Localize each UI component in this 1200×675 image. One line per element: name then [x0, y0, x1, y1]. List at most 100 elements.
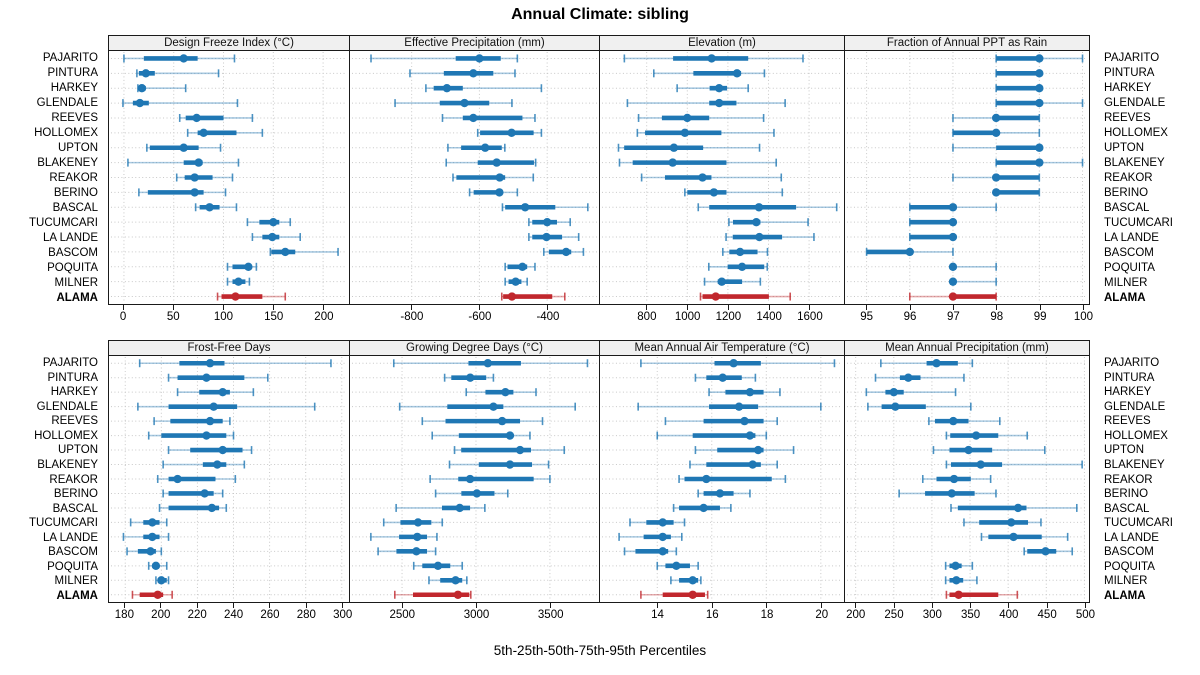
median-dot	[1035, 143, 1044, 152]
axis-tick	[855, 603, 857, 608]
panel-plot-svg	[351, 356, 598, 602]
median-dot	[542, 217, 552, 227]
percentile-row	[122, 98, 239, 108]
axis-tick-label: 20	[815, 609, 829, 621]
axis-tick	[1082, 305, 1084, 310]
percentile-row	[269, 247, 339, 257]
axis-tick	[646, 305, 648, 310]
percentile-row	[136, 69, 220, 78]
panel-header: Mean Annual Precipitation (mm)	[845, 340, 1090, 356]
percentile-row	[928, 416, 1001, 426]
station-label: BERINO	[53, 186, 98, 199]
station-label: BLAKENEY	[1104, 458, 1165, 471]
median-dot	[732, 69, 742, 78]
axis-tick	[727, 305, 729, 310]
axis-tick	[479, 305, 481, 310]
axis-tick	[269, 603, 271, 608]
percentile-row	[952, 128, 1041, 138]
median-dot	[904, 373, 913, 382]
percentile-row	[1023, 547, 1074, 556]
station-label: BASCAL	[52, 502, 98, 515]
percentile-row	[468, 188, 519, 197]
axis-tick	[909, 305, 911, 310]
panel-plot	[350, 356, 600, 603]
percentile-row	[995, 69, 1044, 78]
station-label: ALAMA	[56, 291, 98, 304]
median-dot	[658, 547, 667, 556]
percentile-row	[395, 503, 486, 513]
axis-tick	[233, 603, 235, 608]
percentile-row	[146, 143, 222, 152]
axis-tick-label: 98	[990, 311, 1004, 323]
median-dot	[991, 173, 1001, 182]
station-label: LA LANDE	[1104, 531, 1159, 544]
percentile-row	[722, 247, 769, 257]
axis-tick-label: 800	[637, 311, 657, 323]
median-dot	[658, 518, 667, 527]
median-dot	[947, 489, 956, 498]
axis-tick-label: 100	[213, 311, 234, 323]
axis-tick-label: 1200	[715, 311, 742, 323]
median-dot	[735, 247, 745, 257]
median-dot	[151, 561, 161, 571]
axis-tick	[1084, 603, 1086, 608]
station-label: BERINO	[1104, 186, 1149, 199]
percentile-row	[147, 431, 235, 440]
station-label: GLENDALE	[1104, 400, 1166, 413]
panel-fraction-of-annual-ppt-as-rain: Fraction of Annual PPT as Rain 95 96 97 98 99…	[845, 35, 1093, 331]
station-label: LA LANDE	[1104, 231, 1159, 244]
median-dot	[209, 402, 218, 411]
percentile-row	[948, 277, 997, 286]
station-label: HARKEY	[1104, 82, 1152, 95]
median-dot	[1035, 69, 1044, 78]
station-label: PAJARITO	[42, 52, 98, 65]
percentile-row	[370, 54, 519, 63]
percentile-row	[945, 460, 1083, 469]
panel-plot-svg	[846, 51, 1088, 304]
percentile-row	[623, 54, 804, 63]
station-label: BASCAL	[52, 201, 98, 214]
median-dot	[137, 84, 147, 93]
percentile-row	[952, 173, 1041, 182]
percentile-row	[945, 431, 1029, 440]
station-label: BLAKENEY	[37, 458, 98, 471]
percentile-row	[626, 98, 786, 108]
percentile-row	[131, 590, 173, 599]
percentile-row	[995, 84, 1044, 93]
percentile-row	[412, 561, 464, 571]
median-dot	[669, 143, 679, 152]
station-label: BERINO	[1104, 488, 1149, 501]
median-dot	[492, 158, 501, 167]
station-label: HARKEY	[50, 386, 98, 399]
median-dot	[469, 69, 478, 78]
station-label: LA LANDE	[43, 531, 98, 544]
median-dot	[495, 173, 504, 182]
median-dot	[949, 416, 958, 426]
axis-tick	[656, 603, 658, 608]
station-label: HOLLOMEX	[1104, 127, 1168, 140]
percentile-row	[528, 232, 580, 242]
percentile-row	[127, 158, 240, 167]
percentile-row	[137, 84, 187, 93]
median-dot	[480, 143, 490, 152]
axis-tick	[123, 603, 125, 608]
station-label: ALAMA	[56, 589, 98, 602]
station-label: REAKOR	[49, 172, 98, 184]
panel-header: Effective Precipitation (mm)	[350, 35, 600, 51]
axis-tick	[196, 603, 198, 608]
median-dot	[518, 262, 527, 271]
median-dot	[1035, 54, 1044, 63]
median-dot	[234, 277, 243, 286]
station-label: PINTURA	[47, 67, 98, 80]
percentile-row	[216, 292, 287, 301]
station-label: BASCAL	[1104, 502, 1150, 515]
median-dot	[173, 474, 182, 484]
percentile-row	[980, 532, 1069, 542]
percentile-row	[392, 359, 589, 368]
station-label: PINTURA	[1104, 371, 1155, 384]
median-dot	[205, 359, 215, 368]
station-label: BERINO	[53, 488, 98, 501]
percentile-row	[623, 547, 678, 556]
panel-plot-svg	[601, 51, 843, 304]
station-label: BLAKENEY	[37, 157, 98, 170]
